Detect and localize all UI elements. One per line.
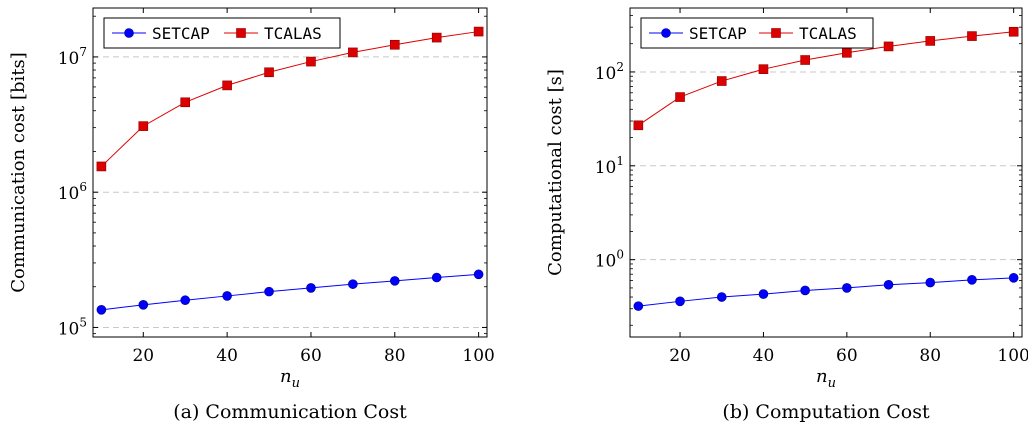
x-tick-label: 60 (836, 346, 858, 366)
legend-label: SETCAP (689, 24, 747, 43)
x-axis-label: nu (280, 366, 300, 391)
data-point-setcap (1008, 273, 1019, 283)
y-tick-exponent: 6 (79, 180, 87, 194)
legend-label: TCALAS (799, 24, 857, 43)
chart-caption: (b) Computation Cost (722, 401, 930, 423)
x-tick-label: 20 (669, 346, 691, 366)
y-tick-base: 10 (58, 184, 80, 204)
data-point-setcap (800, 285, 810, 296)
data-point-tcalas (264, 67, 274, 78)
data-point-tcalas (1008, 26, 1019, 37)
data-point-setcap (389, 276, 400, 286)
data-point-tcalas (138, 121, 149, 131)
x-tick-label: 100 (997, 346, 1028, 366)
data-point-setcap (473, 269, 484, 280)
x-tick-label: 40 (753, 346, 775, 366)
data-point-tcalas (431, 32, 442, 43)
series-line-setcap (638, 277, 1014, 307)
x-tick-label: 20 (132, 346, 154, 366)
legend-marker (661, 28, 671, 38)
data-point-setcap (675, 296, 685, 307)
data-point-setcap (264, 286, 274, 297)
y-tick-exponent: 0 (616, 248, 624, 262)
data-point-tcalas (925, 36, 936, 46)
data-point-setcap (180, 295, 191, 306)
y-tick-label: 107 (58, 45, 87, 69)
data-point-setcap (431, 272, 442, 283)
data-point-tcalas (473, 26, 484, 37)
x-axis-label: nu (816, 366, 836, 391)
data-point-tcalas (758, 64, 769, 74)
y-tick-base: 10 (58, 319, 80, 339)
data-point-setcap (222, 291, 232, 301)
data-point-setcap (96, 305, 107, 315)
legend-marker (771, 28, 781, 38)
legend-marker (236, 28, 246, 38)
data-point-tcalas (633, 120, 644, 131)
data-point-setcap (925, 277, 936, 288)
data-point-tcalas (800, 55, 810, 65)
legend: SETCAP TCALAS (103, 17, 341, 49)
series-line-setcap (101, 273, 479, 311)
y-tick-label: 101 (595, 154, 624, 178)
y-tick-base: 10 (595, 64, 617, 84)
plot-frame (629, 7, 1023, 338)
y-tick-exponent: 7 (79, 45, 87, 59)
y-tick-exponent: 1 (616, 154, 624, 168)
x-axis-label-base: n (280, 366, 292, 387)
data-point-setcap (883, 279, 894, 290)
y-tick-label: 106 (58, 180, 87, 204)
y-tick-exponent: 5 (79, 315, 87, 329)
data-point-setcap (967, 275, 977, 285)
data-point-tcalas (967, 31, 977, 41)
x-tick-label: 40 (216, 346, 238, 366)
data-point-tcalas (306, 56, 316, 67)
x-axis-label-subscript: u (292, 376, 300, 391)
data-point-setcap (842, 283, 852, 293)
y-tick-label: 105 (58, 315, 87, 339)
data-point-setcap (348, 279, 358, 289)
data-point-setcap (758, 289, 769, 299)
y-axis-label: Communication cost [bits] (8, 52, 29, 293)
data-point-tcalas (96, 161, 107, 172)
data-point-tcalas (180, 97, 191, 108)
data-point-setcap (716, 292, 727, 302)
series-line-tcalas (638, 31, 1014, 126)
chart-caption: (a) Communication Cost (173, 401, 407, 423)
x-tick-label: 80 (919, 346, 941, 366)
y-tick-exponent: 2 (616, 60, 624, 74)
legend-marker (124, 28, 134, 38)
data-point-tcalas (675, 92, 685, 102)
plot-frame (92, 7, 488, 338)
y-tick-base: 10 (595, 158, 617, 178)
x-tick-label: 100 (462, 346, 494, 366)
y-axis-label: Computational cost [s] (545, 69, 566, 276)
series-line-tcalas (101, 31, 479, 167)
x-tick-label: 60 (300, 346, 322, 366)
x-tick-label: 80 (384, 346, 406, 366)
data-point-tcalas (389, 39, 400, 50)
data-point-tcalas (883, 41, 894, 52)
y-tick-label: 100 (595, 248, 624, 272)
x-axis-label-subscript: u (828, 376, 836, 391)
data-point-setcap (306, 283, 316, 293)
legend-label: SETCAP (152, 24, 210, 43)
data-point-tcalas (716, 76, 727, 86)
data-point-setcap (138, 300, 149, 310)
legend-label: TCALAS (264, 24, 322, 43)
data-point-tcalas (842, 47, 852, 58)
y-tick-label: 102 (595, 60, 624, 84)
data-point-setcap (633, 301, 644, 311)
y-tick-base: 10 (595, 252, 617, 272)
legend: SETCAP TCALAS (640, 17, 874, 49)
data-point-tcalas (222, 80, 232, 91)
y-tick-base: 10 (58, 49, 80, 69)
data-point-tcalas (348, 47, 358, 58)
x-axis-label-base: n (816, 366, 828, 387)
